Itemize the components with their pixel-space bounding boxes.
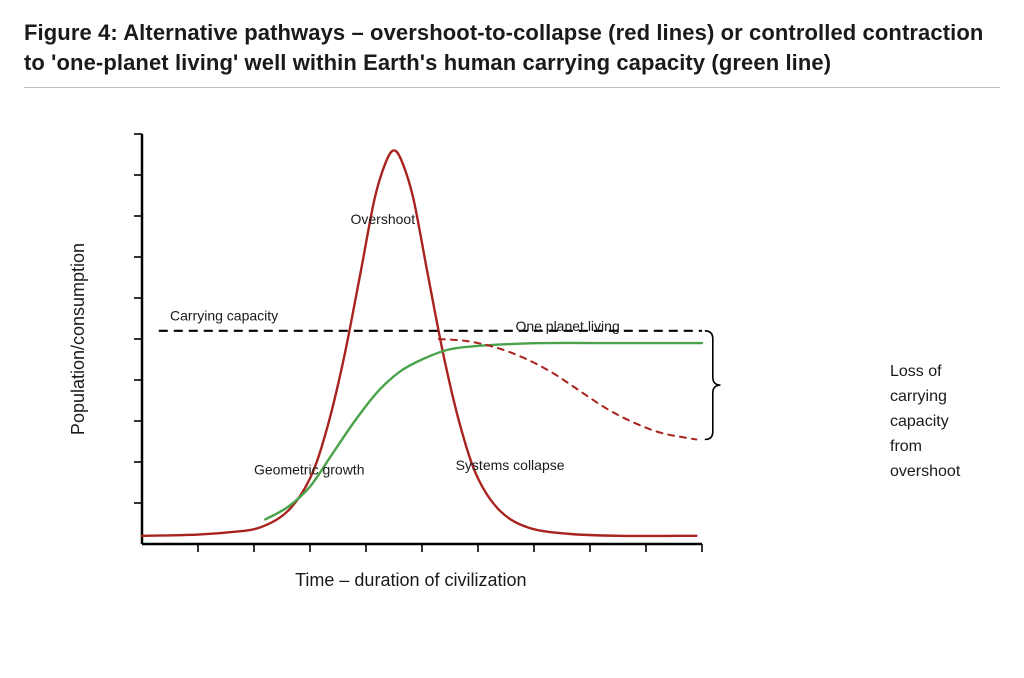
degraded-capacity-curve xyxy=(439,339,697,439)
chart-area: Population/consumption Time – duration of… xyxy=(24,104,1000,624)
brace-annotation-line: from xyxy=(890,435,960,460)
brace-icon xyxy=(705,331,721,440)
brace-annotation-line: carrying xyxy=(890,385,960,410)
brace-annotation-text: Loss ofcarryingcapacityfromovershoot xyxy=(890,360,960,484)
annotation-geometric: Geometric growth xyxy=(254,462,364,478)
figure-title: Figure 4: Alternative pathways – oversho… xyxy=(24,18,1000,88)
one-planet-curve xyxy=(265,343,702,519)
brace-annotation-line: overshoot xyxy=(890,460,960,485)
brace-annotation-line: capacity xyxy=(890,410,960,435)
pathways-chart: Population/consumption Time – duration of… xyxy=(24,104,844,624)
annotation-collapse: Systems collapse xyxy=(456,458,565,474)
annotation-overshoot: Overshoot xyxy=(351,212,416,228)
brace-annotation-line: Loss of xyxy=(890,360,960,385)
y-axis-label: Population/consumption xyxy=(68,243,88,435)
x-axis-label: Time – duration of civilization xyxy=(295,570,526,590)
annotation-one_planet: One planet living xyxy=(515,318,619,334)
figure-container: Figure 4: Alternative pathways – oversho… xyxy=(0,0,1024,678)
annotation-carrying: Carrying capacity xyxy=(170,308,278,324)
